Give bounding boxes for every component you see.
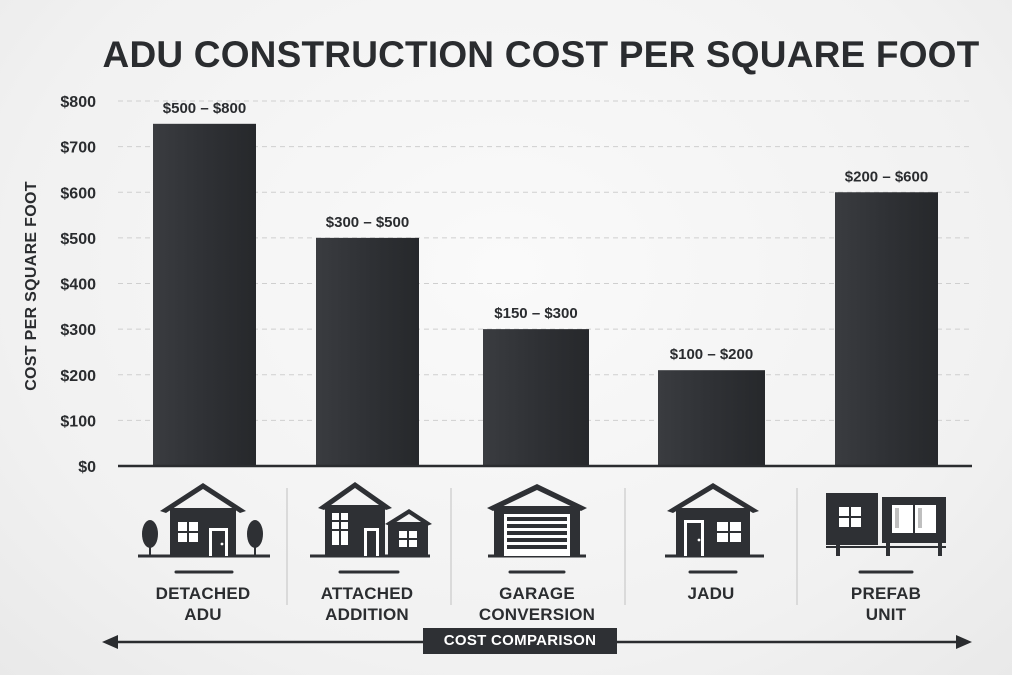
y-tick-label: $400 <box>60 277 96 294</box>
category-label-prefab-unit: PREFAB UNIT <box>850 584 922 624</box>
y-tick-label: $300 <box>60 322 96 339</box>
y-tick-label: $700 <box>60 140 96 157</box>
y-tick-label: $500 <box>60 231 96 248</box>
y-tick-label: $200 <box>60 368 96 385</box>
bar-data-label: $500 – $800 <box>163 100 246 117</box>
detached-house-icon <box>138 483 270 558</box>
bar <box>835 192 938 466</box>
chart-title: ADU CONSTRUCTION COST PER SQUARE FOOT <box>102 34 980 75</box>
category-label-detached-adu: DETACHED ADU <box>155 584 251 624</box>
bar-data-label: $100 – $200 <box>670 346 753 363</box>
prefab-unit-icon <box>826 493 946 556</box>
y-tick-label: $100 <box>60 413 96 430</box>
bar <box>316 237 419 466</box>
bar-data-label: $300 – $500 <box>326 214 409 231</box>
bar-data-label: $200 – $600 <box>845 168 928 185</box>
jadu-house-icon <box>665 483 764 558</box>
y-tick-label: $800 <box>60 94 96 111</box>
category-label-attached-addition: ATTACHED ADDITION <box>320 584 414 624</box>
category-label-garage-conversion: GARAGE CONVERSION <box>478 584 596 624</box>
cost-comparison-arrow <box>102 635 972 649</box>
attached-addition-icon <box>310 482 432 558</box>
x-axis-label: COST COMPARISON <box>423 628 617 654</box>
y-tick-label: $0 <box>78 459 96 476</box>
category-label-jadu: JADU <box>687 584 735 603</box>
bar <box>658 370 765 466</box>
bar <box>483 329 589 466</box>
bar <box>153 123 256 466</box>
y-tick-label: $600 <box>60 185 96 202</box>
bar-data-label: $150 – $300 <box>494 305 577 322</box>
garage-icon <box>487 484 587 558</box>
